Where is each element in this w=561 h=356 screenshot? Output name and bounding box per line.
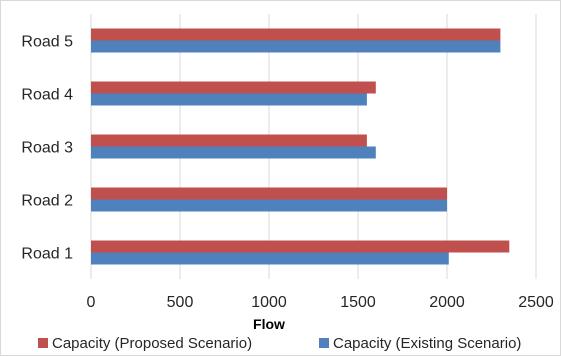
legend-label: Capacity (Existing Scenario) xyxy=(333,335,521,352)
legend-label: Capacity (Proposed Scenario) xyxy=(52,335,252,352)
bar-proposed-road-3 xyxy=(91,134,367,147)
x-tick-label: 1500 xyxy=(340,294,376,311)
x-tick-label: 2500 xyxy=(518,294,554,311)
bar-proposed-road-4 xyxy=(91,81,376,94)
bar-existing-road-5 xyxy=(91,40,501,53)
y-category-label: Road 5 xyxy=(21,34,73,51)
x-tick-label: 1000 xyxy=(251,294,287,311)
legend-swatch xyxy=(38,338,48,348)
legend: Capacity (Proposed Scenario) Capacity (Ex… xyxy=(38,335,521,352)
y-category-label: Road 1 xyxy=(21,246,73,263)
x-tick-label: 500 xyxy=(167,294,194,311)
bar-proposed-road-2 xyxy=(91,187,447,200)
y-category-label: Road 3 xyxy=(21,140,73,157)
bar-proposed-road-1 xyxy=(91,240,510,253)
bar-proposed-road-5 xyxy=(91,28,501,41)
legend-swatch xyxy=(319,338,329,348)
bar-existing-road-2 xyxy=(91,199,447,212)
x-tick-label: 0 xyxy=(87,294,96,311)
axis-labels: 0 500 1000 1500 2000 2500 Road 1 Road 2 Road 3 Ro… xyxy=(21,34,553,312)
x-tick-label: 2000 xyxy=(429,294,465,311)
bars xyxy=(91,28,510,265)
bar-existing-road-4 xyxy=(91,93,367,106)
bar-existing-road-1 xyxy=(91,252,449,265)
bar-existing-road-3 xyxy=(91,146,376,159)
y-category-label: Road 4 xyxy=(21,87,73,104)
x-axis-title: Flow xyxy=(253,316,285,332)
y-category-label: Road 2 xyxy=(21,193,73,210)
